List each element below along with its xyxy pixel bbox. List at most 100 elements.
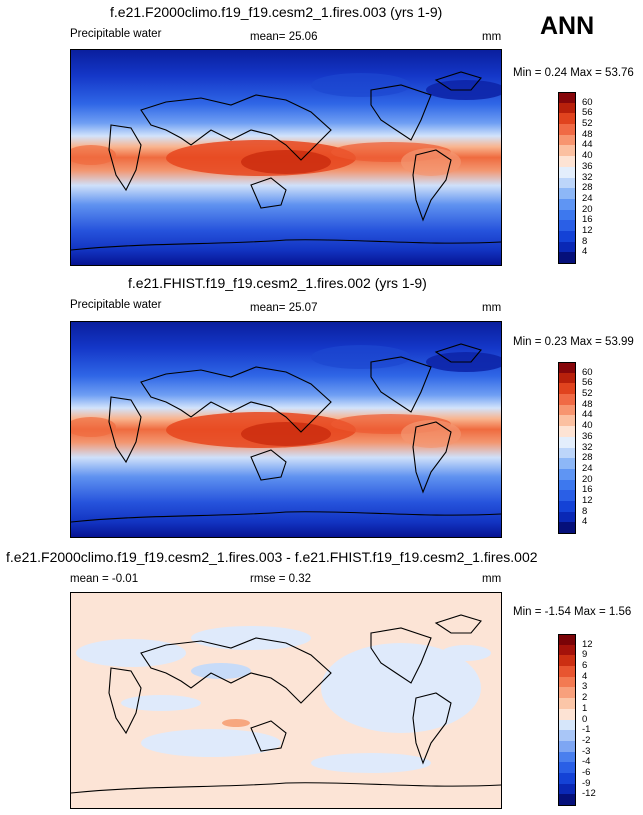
panel3-title: f.e21.F2000climo.f19_f19.cesm2_1.fires.0… — [6, 549, 538, 565]
colorbar-tick-label: 48 — [582, 128, 593, 140]
colorbar-tick-label: 16 — [582, 484, 593, 496]
panel1-map — [70, 49, 502, 266]
colorbar-tick-label: 0 — [582, 713, 588, 725]
colorbar-cell — [558, 740, 576, 753]
colorbar-tick-label: 6 — [582, 660, 588, 672]
colorbar-cell — [558, 113, 576, 125]
colorbar-tick-label: -1 — [582, 724, 591, 736]
colorbar-tick-label: 56 — [582, 377, 593, 389]
colorbar-cell — [558, 794, 576, 806]
panel2-variable: Precipitable water — [70, 299, 162, 311]
panel3-rmse: rmse = 0.32 — [250, 573, 312, 585]
colorbar-cell — [558, 362, 576, 374]
panel3-mean: mean = -0.01 — [70, 573, 139, 585]
panel3-field — [71, 593, 501, 808]
colorbar-tick-label: 24 — [582, 462, 593, 474]
colorbar-cell — [558, 447, 576, 459]
colorbar-cell — [558, 252, 576, 264]
colorbar-cell — [558, 145, 576, 157]
colorbar-tick-label: 8 — [582, 505, 588, 517]
colorbar-cell — [558, 404, 576, 416]
colorbar-tick-label: 56 — [582, 107, 593, 119]
colorbar-cell — [558, 415, 576, 427]
colorbar-cell — [558, 500, 576, 513]
colorbar-cell — [558, 522, 576, 534]
panel1-mean-value: 25.06 — [288, 31, 318, 43]
colorbar-tick-label: 12 — [582, 638, 593, 650]
colorbar-cell — [558, 241, 576, 253]
colorbar-tick-label: 12 — [582, 494, 593, 506]
colorbar-tick-label: 44 — [582, 139, 593, 151]
colorbar-cell — [558, 458, 576, 470]
colorbar-cell — [558, 220, 576, 232]
colorbar-cell — [558, 124, 576, 136]
colorbar-cell — [558, 490, 576, 502]
colorbar-tick-label: 24 — [582, 192, 593, 204]
colorbar-cell — [558, 676, 576, 688]
colorbar-tick-label: 12 — [582, 224, 593, 236]
colorbar-cell — [558, 436, 576, 448]
panel1-colorbar: 4 8 12 16 20 24 28 32 36 40 44 48 52 56 60 — [558, 92, 618, 264]
colorbar-cell — [558, 468, 576, 481]
colorbar-cell — [558, 102, 576, 114]
colorbar-tick-label: 2 — [582, 692, 588, 704]
colorbar-cell — [558, 383, 576, 395]
colorbar-tick-label: -12 — [582, 788, 596, 800]
colorbar-cell — [558, 198, 576, 211]
colorbar-tick-label: -9 — [582, 777, 591, 789]
panel1-units: mm — [482, 31, 502, 43]
colorbar-cell — [558, 687, 576, 699]
panel1-minmax: Min = 0.24 Max = 53.76 — [513, 67, 634, 79]
colorbar-tick-label: 28 — [582, 182, 593, 194]
panel3-map — [70, 592, 502, 809]
colorbar-tick-label: -3 — [582, 745, 591, 757]
colorbar-tick-label: 28 — [582, 452, 593, 464]
colorbar-cell — [558, 166, 576, 178]
colorbar-tick-label: 4 — [582, 246, 588, 258]
colorbar-cell — [558, 188, 576, 200]
colorbar-tick-label: -2 — [582, 734, 591, 746]
panel3-units: mm — [482, 573, 502, 585]
colorbar-tick-label: 36 — [582, 160, 593, 172]
colorbar-tick-label: 3 — [582, 681, 588, 693]
colorbar-tick-label: 40 — [582, 150, 593, 162]
colorbar-tick-label: 44 — [582, 409, 593, 421]
colorbar-tick-label: 8 — [582, 235, 588, 247]
season-label: ANN — [540, 12, 595, 40]
colorbar-cell — [558, 655, 576, 667]
panel1-mean-label: mean= — [250, 31, 286, 43]
panel2-mean-value: 25.07 — [288, 302, 318, 314]
colorbar-cell — [558, 644, 576, 656]
panel2-minmax: Min = 0.23 Max = 53.99 — [513, 336, 634, 348]
panel1-title: f.e21.F2000climo.f19_f19.cesm2_1.fires.0… — [110, 4, 443, 20]
colorbar-tick-label: -4 — [582, 756, 591, 768]
colorbar-cell — [558, 666, 576, 678]
panel1-mean: mean= 25.06 — [250, 31, 317, 43]
colorbar-tick-label: 4 — [582, 516, 588, 528]
panel2-mean: mean= 25.07 — [250, 302, 317, 314]
panel2-title: f.e21.FHIST.f19_f19.cesm2_1.fires.002 (y… — [128, 275, 427, 291]
colorbar-tick-label: -6 — [582, 766, 591, 778]
panel1-variable: Precipitable water — [70, 28, 162, 40]
colorbar-tick-label: 60 — [582, 96, 593, 108]
colorbar-cell — [558, 730, 576, 742]
colorbar-cell — [558, 156, 576, 168]
colorbar-tick-label: 52 — [582, 118, 593, 130]
panel3-minmax: Min = -1.54 Max = 1.56 — [513, 606, 632, 618]
colorbar-tick-label: 36 — [582, 430, 593, 442]
colorbar-cell — [558, 698, 576, 710]
colorbar-cell — [558, 511, 576, 523]
colorbar-tick-label: 4 — [582, 670, 588, 682]
panel2-map — [70, 321, 502, 538]
colorbar-cell — [558, 209, 576, 221]
colorbar-tick-label: 32 — [582, 171, 593, 183]
colorbar-tick-label: 20 — [582, 203, 593, 215]
panel2-mean-label: mean= — [250, 302, 286, 314]
colorbar-tick-label: 32 — [582, 441, 593, 453]
panel2-field — [71, 322, 501, 537]
colorbar-cell — [558, 92, 576, 104]
colorbar-tick-label: 52 — [582, 388, 593, 400]
colorbar-cell — [558, 479, 576, 491]
colorbar-cell — [558, 783, 576, 795]
colorbar-cell — [558, 394, 576, 406]
